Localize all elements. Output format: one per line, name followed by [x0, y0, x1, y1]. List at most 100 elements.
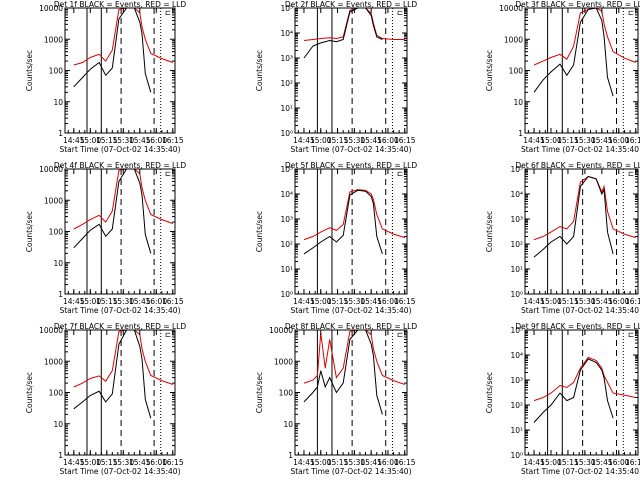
series-line-lld — [533, 356, 636, 402]
x-axis-label: Start Time (07-Oct-02 14:35:40) — [290, 306, 411, 315]
series-line-events — [533, 175, 614, 258]
y-tick-label: 100 — [279, 389, 294, 398]
x-axis-label: Start Time (07-Oct-02 14:35:40) — [290, 467, 411, 476]
top-corner-label: ⊏ — [397, 330, 403, 339]
chart-title: Det 3f BLACK = Events, RED = LLD — [515, 0, 640, 9]
y-axis-label: Counts/sec — [255, 372, 264, 413]
chart-title: Det 6f BLACK = Events, RED = LLD — [515, 161, 640, 170]
y-tick-label: 10¹ — [280, 104, 293, 113]
chart-panel: Det 6f BLACK = Events, RED = LLD⊏ 10⁰ 10¹ 1… — [485, 161, 640, 315]
x-tick-label: 15:30 — [344, 136, 366, 145]
x-tick-label: 15:00 — [540, 458, 562, 467]
y-tick-label: 1000 — [274, 357, 293, 366]
chart-panel: Det 5f BLACK = Events, RED = LLD⊏ 10⁰ 10¹ 1… — [255, 161, 417, 315]
y-tick-label: 10⁴ — [510, 190, 523, 199]
chart-panel: Det 3f BLACK = Events, RED = LLD⊏ 1 10 100 1… — [485, 0, 640, 154]
plot-frame — [294, 7, 408, 134]
series-line-events — [73, 329, 152, 419]
x-tick-label: 15:30 — [574, 458, 596, 467]
series-line-events — [303, 7, 383, 59]
y-tick-label: 10 — [283, 420, 293, 429]
plot-frame — [294, 168, 408, 295]
plot-frame — [524, 7, 639, 134]
x-tick-label: 16:15 — [162, 458, 184, 467]
y-tick-label: 10 — [53, 420, 63, 429]
chart-panel: Det 7f BLACK = Events, RED = LLD⊏ 1 10 100 1… — [25, 322, 186, 476]
x-tick-label: 16:00 — [377, 458, 399, 467]
x-tick-label: 16:15 — [625, 136, 640, 145]
y-tick-label: 10 — [513, 98, 523, 107]
x-tick-label: 14:45 — [523, 136, 545, 145]
y-tick-label: 10³ — [510, 215, 523, 224]
series-line-events — [73, 168, 152, 254]
x-tick-label: 16:15 — [162, 136, 184, 145]
series-line-events — [533, 7, 614, 97]
chart-title: Det 2f BLACK = Events, RED = LLD — [285, 0, 418, 9]
x-tick-label: 15:30 — [112, 458, 134, 467]
plot-frame — [294, 329, 408, 456]
y-tick-label: 10000 — [39, 4, 63, 13]
y-tick-label: 10⁴ — [510, 351, 523, 360]
y-tick-label: 10¹ — [510, 426, 523, 435]
y-tick-label: 1 — [58, 129, 63, 138]
x-tick-label: 15:15 — [96, 297, 118, 306]
x-tick-label: 15:15 — [327, 297, 349, 306]
y-tick-label: 10⁴ — [280, 190, 293, 199]
x-tick-label: 15:45 — [129, 297, 151, 306]
x-tick-label: 15:30 — [574, 136, 596, 145]
x-tick-label: 16:00 — [377, 136, 399, 145]
y-axis-label: Counts/sec — [25, 211, 34, 252]
x-axis-label: Start Time (07-Oct-02 14:35:40) — [59, 467, 180, 476]
plot-frame — [64, 168, 176, 295]
x-axis-label: Start Time (07-Oct-02 14:35:40) — [290, 145, 411, 154]
series-line-lld — [303, 329, 405, 385]
y-tick-label: 10⁵ — [510, 165, 523, 174]
top-corner-label: ⊏ — [165, 8, 171, 17]
x-tick-label: 14:45 — [63, 458, 85, 467]
y-tick-label: 10² — [510, 240, 523, 249]
x-tick-label: 15:30 — [112, 136, 134, 145]
x-tick-label: 15:45 — [591, 297, 613, 306]
y-tick-label: 10⁵ — [280, 165, 293, 174]
x-axis-label: Start Time (07-Oct-02 14:35:40) — [59, 306, 180, 315]
y-tick-label: 10 — [53, 259, 63, 268]
x-tick-label: 15:45 — [360, 458, 382, 467]
x-tick-label: 14:45 — [523, 458, 545, 467]
chart-panel: Det 4f BLACK = Events, RED = LLD⊏ 1 10 100 1… — [25, 161, 186, 315]
x-tick-label: 15:30 — [344, 297, 366, 306]
y-tick-label: 1000 — [44, 35, 63, 44]
series-line-lld — [73, 7, 173, 66]
x-tick-label: 15:00 — [310, 136, 332, 145]
y-tick-label: 100 — [49, 228, 64, 237]
series-line-events — [303, 189, 383, 255]
chart-panel: Det 9f BLACK = Events, RED = LLD⊏ 10⁰ 10¹ 1… — [485, 322, 640, 476]
y-tick-label: 10⁰ — [280, 290, 293, 299]
x-tick-label: 15:45 — [129, 136, 151, 145]
y-tick-label: 10⁴ — [280, 29, 293, 38]
x-tick-label: 16:15 — [394, 136, 416, 145]
x-tick-label: 14:45 — [293, 297, 315, 306]
chart-title: Det 9f BLACK = Events, RED = LLD — [515, 322, 640, 331]
x-tick-label: 15:00 — [79, 458, 101, 467]
x-tick-label: 15:45 — [360, 297, 382, 306]
y-tick-label: 10⁰ — [280, 129, 293, 138]
x-tick-label: 16:00 — [608, 458, 630, 467]
plot-frame — [64, 7, 176, 134]
series-line-lld — [533, 175, 636, 241]
chart-title: Det 4f BLACK = Events, RED = LLD — [54, 161, 187, 170]
y-tick-label: 10000 — [39, 326, 63, 335]
plot-frame — [64, 329, 176, 456]
y-axis-label: Counts/sec — [25, 50, 34, 91]
y-tick-label: 1 — [518, 129, 523, 138]
y-tick-label: 10000 — [499, 4, 523, 13]
y-tick-label: 10¹ — [510, 265, 523, 274]
x-axis-label: Start Time (07-Oct-02 14:35:40) — [521, 467, 640, 476]
y-tick-label: 10000 — [269, 326, 293, 335]
x-tick-label: 15:45 — [360, 136, 382, 145]
x-tick-label: 15:15 — [557, 136, 579, 145]
y-tick-label: 1 — [58, 451, 63, 460]
x-tick-label: 16:00 — [377, 297, 399, 306]
y-tick-label: 10² — [510, 401, 523, 410]
y-axis-label: Counts/sec — [485, 372, 494, 413]
